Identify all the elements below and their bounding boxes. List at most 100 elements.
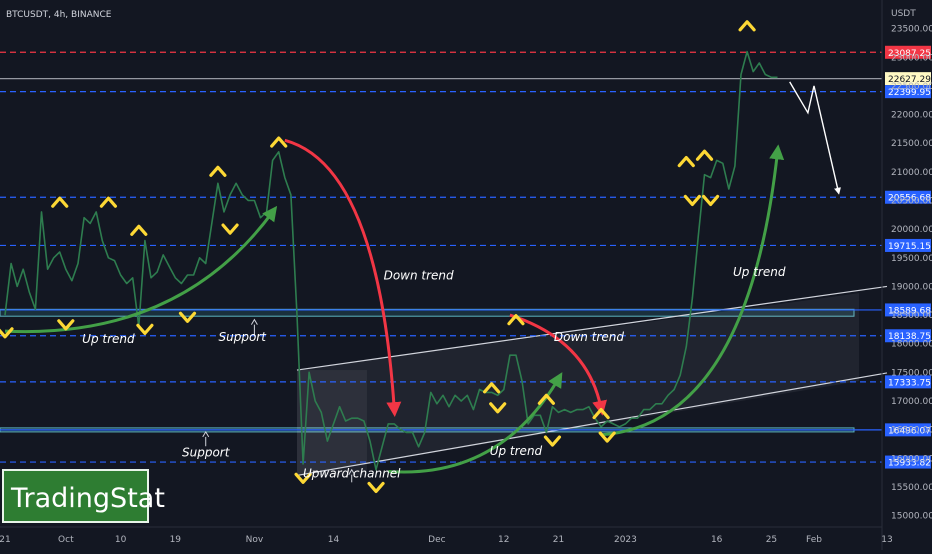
watermark-text: TradingStat [10, 483, 165, 514]
swing-up-marker-15 [537, 393, 555, 405]
swing-down-marker-6 [178, 311, 197, 323]
level-tag-text-1: 22627.29 [888, 75, 931, 85]
swing-down-marker-8 [221, 223, 239, 235]
annotation-6: Upward channel [303, 467, 401, 481]
level-tag-text-5: 18589.68 [888, 306, 931, 316]
price-tick-11: 18000.00 [891, 340, 932, 350]
time-tick-1: Oct [58, 535, 74, 545]
price-tick-3: 22000.00 [891, 111, 932, 121]
arrows-layer [4, 81, 841, 483]
swing-up-marker-3 [99, 196, 118, 208]
price-tick-1: 23000.00 [891, 53, 932, 63]
level-tag-6 [885, 329, 931, 343]
annotation-4: Support [182, 446, 231, 460]
level-tag-0 [885, 45, 931, 59]
swing-up-marker-4 [130, 224, 148, 236]
watermark-box [2, 469, 149, 523]
time-tick-13: 13 [881, 535, 892, 545]
swing-up-marker-9 [270, 136, 288, 148]
annotation-3: Down trend [554, 330, 624, 344]
price-tick-2: 22500.00 [891, 82, 932, 92]
swing-down-marker-10 [294, 472, 312, 484]
price-tick-14: 16500.00 [891, 426, 932, 436]
time-tick-8: 21 [553, 535, 564, 545]
swing-down-marker-13 [489, 402, 507, 414]
uptrend-arrow-3 [388, 372, 563, 474]
time-tick-9: 2023 [614, 535, 637, 545]
level-tag-3 [885, 190, 931, 204]
swing-down-marker-22 [702, 194, 720, 207]
swing-up-marker-1 [51, 196, 69, 208]
downtrend-arrow-2 [509, 313, 607, 416]
support-pointer-head-1 [202, 430, 210, 438]
level-tag-4 [885, 238, 931, 252]
time-tick-3: 19 [170, 535, 182, 545]
price-tick-16: 15500.00 [891, 483, 932, 493]
price-layer [4, 50, 778, 471]
time-tick-12: Feb [806, 535, 822, 545]
level-tag-text-9: 15933.82 [888, 459, 931, 469]
price-tick-17: 15000.00 [891, 512, 932, 522]
time-tick-11: 25 [766, 535, 777, 545]
price-tick-8: 19500.00 [891, 254, 932, 264]
time-tick-10: 16 [711, 535, 723, 545]
level-tag-5 [885, 303, 931, 317]
price-tick-15: 16000.00 [891, 454, 932, 464]
level-tag-text-3: 20556.68 [888, 194, 931, 204]
time-tick-0: 21 [0, 535, 11, 545]
symbol-title: BTCUSDT, 4h, BINANCE [6, 10, 112, 20]
level-tag-1 [885, 72, 931, 86]
price-tick-5: 21000.00 [891, 168, 932, 178]
swing-down-marker-16 [543, 435, 562, 447]
swing-down-marker-2 [57, 319, 75, 331]
uptrend-arrow-0 [4, 205, 278, 334]
level-tag-7 [885, 375, 931, 389]
level-tag-text-7: 17333.75 [888, 378, 931, 388]
swing-down-marker-11 [367, 481, 385, 494]
downtrend-arrow-1 [284, 138, 402, 418]
swing-down-marker-20 [683, 194, 701, 207]
currency-label: USDT [891, 9, 916, 19]
swing-markers-layer [0, 20, 756, 494]
annotations-layer: Up trend Support Down trend Down trend Suppo… [82, 265, 786, 481]
channel-upper-line [296, 285, 888, 371]
level-tag-text-0: 23087.25 [888, 49, 931, 59]
price-tick-9: 19000.00 [891, 282, 932, 292]
price-tick-0: 23500.00 [891, 25, 932, 35]
annotation-5: Up trend [490, 444, 543, 458]
swing-down-marker-18 [598, 431, 616, 443]
time-tick-7: 12 [498, 535, 509, 545]
level-tag-8 [885, 423, 931, 437]
price-tick-13: 17000.00 [891, 397, 932, 407]
annotation-0: Up trend [82, 332, 135, 346]
level-tag-text-6: 18138.75 [888, 332, 931, 342]
swing-up-marker-19 [677, 155, 695, 168]
level-tag-9 [885, 455, 931, 469]
level-tag-text-8: 16496.07 [888, 426, 931, 436]
price-line [4, 50, 778, 471]
swing-down-marker-0 [0, 327, 14, 339]
support-pointer-head-2 [348, 468, 356, 475]
price-tick-10: 18500.00 [891, 311, 932, 321]
price-tick-12: 17500.00 [891, 368, 932, 378]
channel-lower-line [296, 372, 888, 477]
time-tick-6: Dec [428, 535, 445, 545]
level-tag-2 [885, 85, 931, 99]
swing-up-marker-7 [209, 165, 227, 177]
level-tag-text-4: 19715.15 [888, 242, 931, 252]
annotation-2: Down trend [384, 269, 454, 283]
swing-up-marker-14 [507, 314, 525, 326]
swing-up-marker-23 [738, 20, 756, 32]
swing-up-marker-17 [592, 407, 610, 420]
price-tick-7: 20000.00 [891, 225, 932, 235]
swing-down-marker-5 [136, 323, 154, 335]
support-pointer-head-0 [250, 318, 258, 325]
time-tick-2: 10 [115, 535, 127, 545]
price-tick-6: 20500.00 [891, 196, 932, 206]
swing-up-marker-21 [695, 149, 714, 161]
uptrend-arrow-4 [601, 144, 785, 437]
annotation-1: Support [219, 330, 268, 344]
